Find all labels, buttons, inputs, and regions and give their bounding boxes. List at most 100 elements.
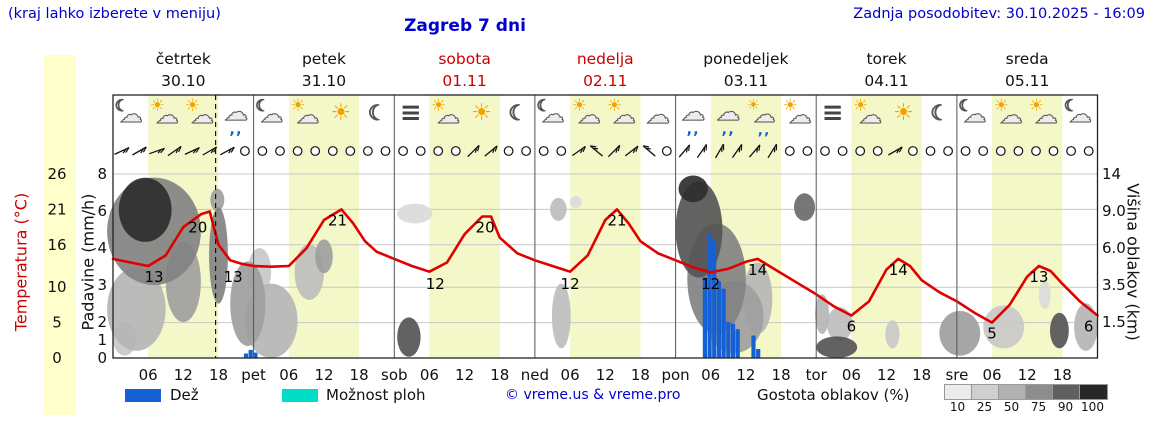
sun-glyph: ☀ xyxy=(184,96,201,116)
cloud-blob xyxy=(397,317,421,357)
cloud-density-label: Gostota oblakov (%) xyxy=(757,386,910,404)
cloud-glyph: ☁ xyxy=(224,98,249,126)
calm-wind-icon xyxy=(1083,146,1094,156)
day-date: 04.11 xyxy=(864,72,909,90)
sun-glyph: ☀ xyxy=(149,96,165,116)
rain-icon: ☁ ‚‚ xyxy=(711,98,745,144)
calm-wind-icon xyxy=(908,146,918,156)
wind-barb-icon xyxy=(589,145,604,157)
sun-glyph: ☀ xyxy=(782,96,798,116)
cloud-blob xyxy=(939,310,981,356)
sun-glyph: ☀ xyxy=(853,96,869,116)
temperature-tick: 0 xyxy=(52,349,62,367)
wind-barb-icon xyxy=(624,145,639,157)
day-name: nedelja xyxy=(576,50,634,68)
cloud-density-cell xyxy=(971,384,1000,400)
temperature-value-label: 6 xyxy=(1084,318,1094,336)
rain-bar xyxy=(730,323,736,358)
moon-glyph: ☾ xyxy=(508,101,528,125)
cloud-glyph: ☁ xyxy=(1034,103,1058,129)
wind-barb-icon xyxy=(714,143,725,159)
temperature-value-label: 13 xyxy=(144,268,163,286)
wind-barb-icon xyxy=(678,144,691,158)
hour-label: 06 xyxy=(701,366,720,384)
day-name: četrtek xyxy=(155,50,211,68)
day-abbr-label: sob xyxy=(381,366,408,384)
cloud-blob xyxy=(570,196,582,209)
sun-glyph: ☀ xyxy=(893,100,914,126)
cloud-glyph: ☁ xyxy=(260,102,284,128)
copyright-link[interactable]: © vreme.us & vreme.pro xyxy=(505,387,681,403)
calm-wind-icon xyxy=(1013,146,1024,156)
wind-barb-icon xyxy=(149,147,165,155)
precipitation-tick: 3 xyxy=(97,276,107,294)
partly-icon: ☀ ☁ xyxy=(149,98,183,144)
rain-legend-label: Dež xyxy=(170,386,199,404)
calm-wind-icon xyxy=(398,146,409,156)
rain-bar xyxy=(721,288,726,358)
sunny-icon: ☀ xyxy=(887,98,921,144)
rain-bar xyxy=(243,353,249,358)
cloud-blob xyxy=(210,188,225,211)
cloud-glyph: ☁ xyxy=(541,102,565,128)
day-abbr-label: sre xyxy=(945,366,968,384)
night-cloud-icon: ☾ ☁ xyxy=(1063,97,1097,144)
plot-frame xyxy=(112,94,1099,359)
night-icon: ☾ xyxy=(360,98,394,144)
cloud-density-scale-label: 90 xyxy=(1057,400,1074,414)
cloud-blob xyxy=(983,305,1025,349)
day-name: sreda xyxy=(1005,50,1049,68)
cloud-glyph: ☁ xyxy=(119,102,143,128)
hour-label: 12 xyxy=(174,366,193,384)
wind-barb-icon xyxy=(219,146,235,156)
wind-barb-icon xyxy=(749,144,761,158)
partly-icon: ☀ ☁ xyxy=(993,98,1027,144)
hour-label: 18 xyxy=(631,366,650,384)
temperature-tick: 5 xyxy=(52,314,62,332)
hour-label: 12 xyxy=(877,366,896,384)
calm-wind-icon xyxy=(310,146,321,156)
cloud-glyph: ☁ xyxy=(646,101,671,129)
calm-wind-icon xyxy=(380,146,391,156)
wind-barb-icon xyxy=(731,144,743,158)
wind-barb-icon xyxy=(607,144,621,158)
cloud-blob xyxy=(885,320,900,349)
wind-barb-icon xyxy=(167,145,182,157)
rain-bar xyxy=(253,352,258,358)
calm-wind-icon xyxy=(855,146,866,156)
night-cloud-icon: ☾ ☁ xyxy=(536,97,570,144)
cloud-blob xyxy=(551,283,571,349)
wind-barb-icon xyxy=(467,144,480,158)
day-abbr-label: ned xyxy=(521,366,549,384)
temperature-value-label: 12 xyxy=(426,275,445,293)
drops-glyph: ‚‚ xyxy=(757,123,771,139)
sun-glyph: ☀ xyxy=(431,96,447,116)
cloud-glyph: ☁ xyxy=(788,103,812,129)
cloud-cover xyxy=(107,175,1098,359)
menu-hint: (kraj lahko izberete v meniju) xyxy=(8,6,221,22)
day-name: sobota xyxy=(438,50,491,68)
fog-glyph: ≡ xyxy=(399,98,422,128)
rain-bar xyxy=(248,349,253,358)
cloud-glyph: ☁ xyxy=(963,102,987,128)
rain-bar xyxy=(756,349,761,358)
calm-wind-icon xyxy=(995,146,1006,156)
day-date: 02.11 xyxy=(583,72,628,90)
sun-glyph: ☀ xyxy=(606,96,623,116)
calm-wind-icon xyxy=(521,146,531,156)
hour-label: 12 xyxy=(596,366,615,384)
calm-wind-icon xyxy=(327,146,338,156)
sun-glyph: ☀ xyxy=(471,100,492,126)
cloud-density-cell xyxy=(1079,384,1108,400)
cloud-glyph: ☁ xyxy=(1068,102,1092,128)
showers-legend-swatch xyxy=(282,389,318,402)
temperature-value-label: 6 xyxy=(847,318,857,336)
cloud-height-tick: 6.0 xyxy=(1102,239,1126,257)
drops-glyph: ‚‚ xyxy=(721,120,735,138)
page-title: Zagreb 7 dni xyxy=(404,16,526,36)
hour-label: 18 xyxy=(209,366,228,384)
precipitation-tick: 1 xyxy=(97,331,107,349)
calm-wind-icon xyxy=(275,146,285,156)
calm-wind-icon xyxy=(433,146,444,156)
